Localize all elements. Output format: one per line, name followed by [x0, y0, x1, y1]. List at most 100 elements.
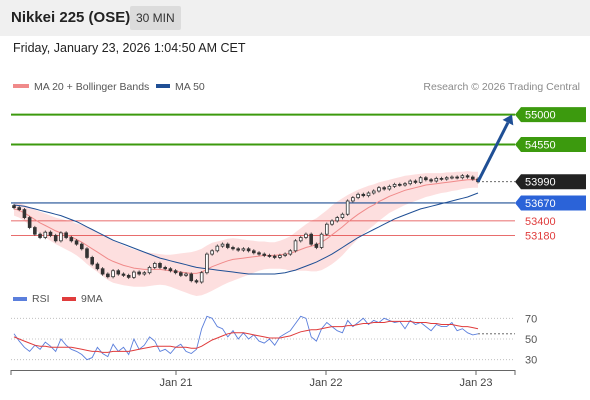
- candle-body: [246, 248, 251, 252]
- candle-body: [356, 193, 360, 199]
- candle-body: [173, 270, 178, 274]
- candle-body: [27, 217, 32, 228]
- interval-button[interactable]: 30 MIN: [130, 6, 181, 30]
- candle-body: [366, 192, 371, 197]
- candle-body: [377, 187, 381, 192]
- candle-body: [371, 190, 376, 194]
- candle-body: [106, 273, 110, 278]
- ma20-legend-swatch: [13, 84, 29, 88]
- level-label-53990: 53990: [525, 177, 556, 189]
- candle-body: [22, 209, 27, 218]
- candle-body: [298, 237, 303, 242]
- rsi-ma9-line: [13, 320, 479, 353]
- candle-body: [293, 240, 298, 252]
- candle-body: [17, 207, 22, 211]
- candle-body: [90, 257, 95, 265]
- level-label-53400: 53400: [525, 216, 556, 228]
- candle-body: [330, 220, 334, 225]
- rsi-tick-label: 30: [525, 355, 537, 367]
- candle-body: [319, 233, 324, 248]
- level-label-54550: 54550: [525, 140, 556, 152]
- candle-body: [111, 270, 115, 278]
- candle-body: [116, 270, 121, 275]
- level-tag-55000: [515, 107, 586, 123]
- candle-body: [184, 273, 188, 276]
- level-tag-54550: [515, 137, 586, 153]
- rsi-legend: RSI 9MA: [13, 293, 103, 305]
- ma20-line: [13, 179, 478, 274]
- candle-body: [444, 177, 449, 180]
- time-tick-label: Jan 22: [309, 377, 342, 389]
- candle-body: [397, 183, 402, 186]
- candle-body: [429, 179, 433, 182]
- candle-body: [309, 233, 313, 245]
- candle-body: [12, 205, 16, 209]
- candle-body: [53, 235, 58, 242]
- candle-body: [413, 180, 418, 183]
- candle-body: [283, 253, 287, 256]
- candle-body: [69, 237, 74, 242]
- candle-body: [231, 247, 235, 250]
- candle-body: [382, 187, 386, 190]
- time-tick-label: Jan 23: [459, 377, 492, 389]
- rsi-tick-label: 70: [525, 313, 537, 325]
- rsi-legend-swatch: [13, 297, 27, 301]
- candle-body: [314, 243, 319, 248]
- instrument-title: Nikkei 225 (OSE): [11, 9, 131, 26]
- candle-body: [408, 180, 413, 185]
- candle-body: [335, 217, 340, 222]
- ma9-legend-swatch: [62, 297, 76, 301]
- candle-body: [64, 232, 68, 238]
- bollinger-band: [14, 171, 478, 296]
- level-label-53670: 53670: [525, 198, 556, 210]
- ma50-line: [13, 192, 479, 275]
- candle-body: [262, 253, 267, 256]
- candle-body: [132, 271, 136, 278]
- candle-body: [465, 175, 470, 178]
- candle-body: [210, 250, 214, 255]
- candle-body: [215, 245, 220, 252]
- candle-body: [252, 250, 256, 254]
- candle-body: [278, 255, 282, 258]
- rsi-tick-label: 50: [525, 334, 537, 346]
- candle-body: [85, 248, 89, 258]
- candle-body: [179, 272, 183, 276]
- candle-body: [168, 268, 173, 272]
- candle-body: [205, 253, 209, 274]
- candle-body: [126, 274, 131, 278]
- candle-body: [361, 193, 366, 197]
- level-label-53180: 53180: [525, 231, 556, 243]
- candle-body: [33, 227, 37, 235]
- price-panel: 55000 54550 53990 53670 53400 53180: [11, 107, 586, 296]
- level-tag-53670: [515, 195, 586, 211]
- candle-body: [95, 263, 100, 270]
- candle-body: [142, 272, 147, 275]
- candle-body: [158, 263, 162, 268]
- candle-body: [59, 232, 63, 242]
- candle-body: [340, 213, 345, 218]
- candle-body: [241, 248, 246, 251]
- candle-body: [189, 273, 194, 282]
- candle-body: [351, 197, 355, 202]
- ma9-legend-label: 9MA: [81, 293, 103, 305]
- candle-body: [450, 176, 454, 179]
- candle-body: [345, 200, 350, 215]
- candle-body: [434, 177, 439, 182]
- candle-body: [152, 263, 157, 268]
- time-axis: Jan 21 Jan 22 Jan 23: [10, 370, 516, 389]
- candle-body: [387, 185, 392, 190]
- rsi-panel: 30 50 70: [11, 313, 537, 367]
- ma50-legend-swatch: [156, 84, 170, 88]
- candle-body: [272, 255, 277, 258]
- forecast-arrow-head: [502, 114, 514, 126]
- candle-body: [225, 243, 230, 248]
- level-tag-53990: [515, 174, 586, 190]
- header-bar: Nikkei 225 (OSE) 30 MIN: [0, 0, 590, 36]
- candle-body: [79, 243, 84, 250]
- candle-body: [48, 231, 53, 236]
- price-legend: MA 20 + Bollinger Bands MA 50 Research ©…: [13, 81, 580, 93]
- candle-body: [121, 273, 126, 276]
- candle-body: [455, 176, 459, 179]
- candle-body: [418, 177, 423, 183]
